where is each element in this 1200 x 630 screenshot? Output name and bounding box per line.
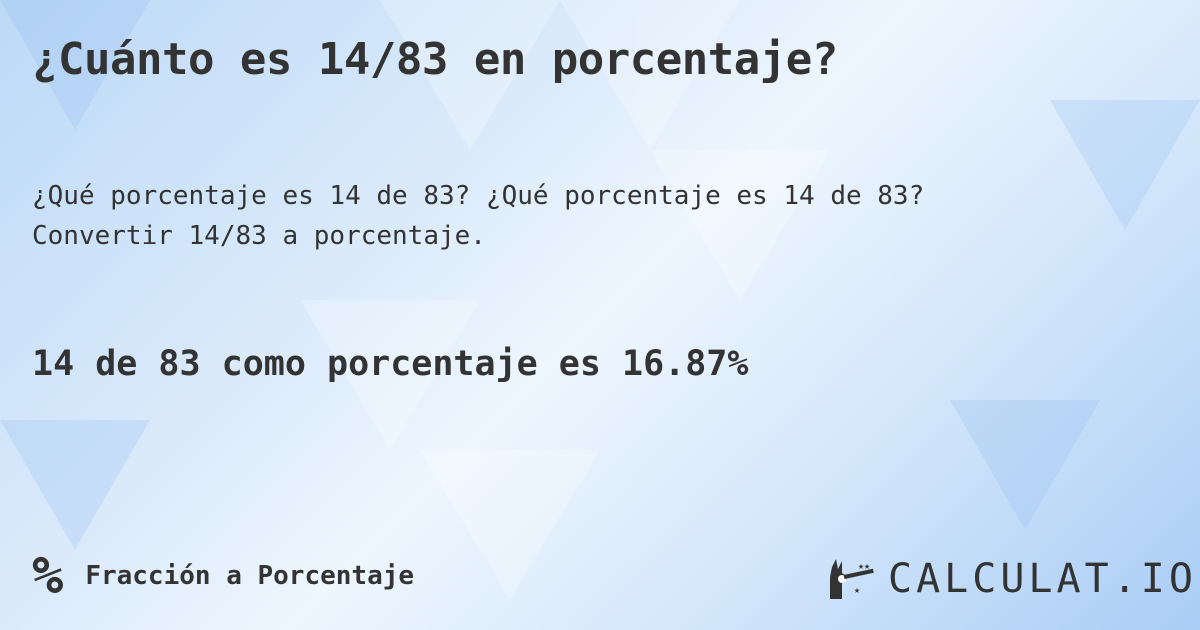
calculat-logo[interactable]: ★★ ★ CALCULAT.IO — [828, 556, 1197, 602]
description-line-1: ¿Qué porcentaje es 14 de 83? ¿Qué porcen… — [32, 181, 925, 211]
description: ¿Qué porcentaje es 14 de 83? ¿Qué porcen… — [32, 176, 1172, 256]
page-title: ¿Cuánto es 14/83 en porcentaje? — [32, 34, 838, 85]
category-label: Fracción a Porcentaje — [85, 561, 415, 591]
svg-text:★: ★ — [854, 585, 860, 596]
result-text: 14 de 83 como porcentaje es 16.87% — [32, 344, 749, 384]
percent-icon: % — [32, 546, 64, 606]
category-link[interactable]: % Fracción a Porcentaje — [32, 548, 414, 604]
logo-text: CALCULAT.IO — [888, 556, 1197, 602]
magic-hand-icon: ★★ ★ — [830, 559, 874, 599]
description-line-2: Convertir 14/83 a porcentaje. — [32, 221, 486, 251]
svg-text:★★: ★★ — [858, 561, 870, 572]
